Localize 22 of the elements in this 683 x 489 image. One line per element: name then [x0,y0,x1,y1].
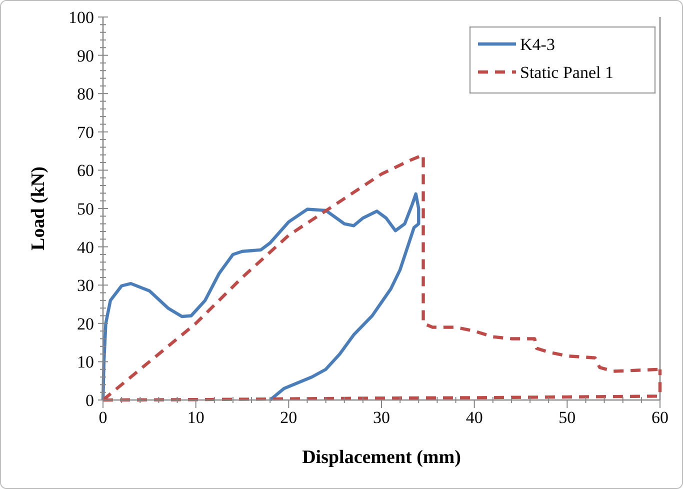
x-tick-label: 20 [280,408,298,427]
y-tick-label: 60 [77,161,94,180]
y-tick-label: 10 [77,352,94,372]
y-tick-label: 0 [86,390,94,410]
y-tick-label: 90 [77,46,94,66]
x-tick-label: 10 [187,408,204,427]
x-tick-label: 30 [373,408,390,427]
x-axis-title: Displacement (mm) [302,447,461,468]
x-tick-label: 40 [466,408,483,427]
y-tick-label: 100 [68,8,94,27]
y-tick-label: 70 [77,122,94,142]
legend-label: Static Panel 1 [520,62,614,82]
y-tick-label: 20 [77,314,94,334]
x-tick-label: 0 [98,408,108,427]
y-tick-label: 80 [77,84,94,104]
x-tick-label: 60 [652,408,668,427]
legend-label: K4-3 [520,34,555,54]
y-axis-title: Load (kN) [28,166,49,250]
y-tick-label: 30 [77,276,94,296]
y-tick-label: 50 [77,199,94,218]
x-tick-label: 50 [558,408,576,427]
y-tick-label: 40 [77,238,94,257]
